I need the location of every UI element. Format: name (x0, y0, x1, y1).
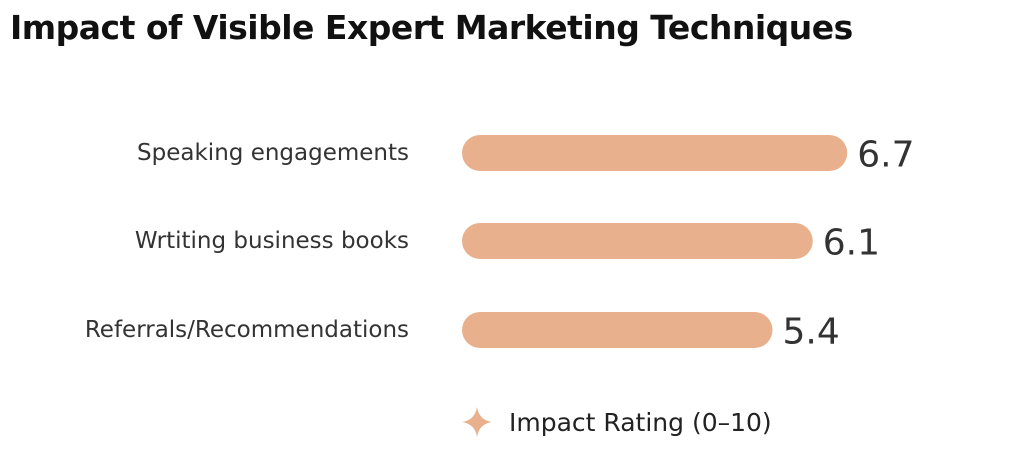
bar-chart: Speaking engagements 6.7 Wrtiting business… (85, 135, 915, 353)
sparkle-icon (462, 407, 492, 437)
chart-title: Impact of Visible Expert Marketing Techn… (10, 8, 853, 47)
legend: Impact Rating (0–10) (459, 404, 772, 440)
bar (462, 223, 813, 259)
category-label: Referrals/Recommendations (85, 317, 409, 343)
value-label: 6.7 (857, 135, 914, 176)
bar (462, 312, 773, 348)
value-label: 5.4 (783, 312, 840, 353)
legend-label: Impact Rating (0–10) (509, 407, 772, 437)
value-label: 6.1 (823, 223, 880, 264)
category-label: Wrtiting business books (135, 228, 409, 254)
bar (462, 135, 848, 171)
category-label: Speaking engagements (137, 140, 409, 166)
